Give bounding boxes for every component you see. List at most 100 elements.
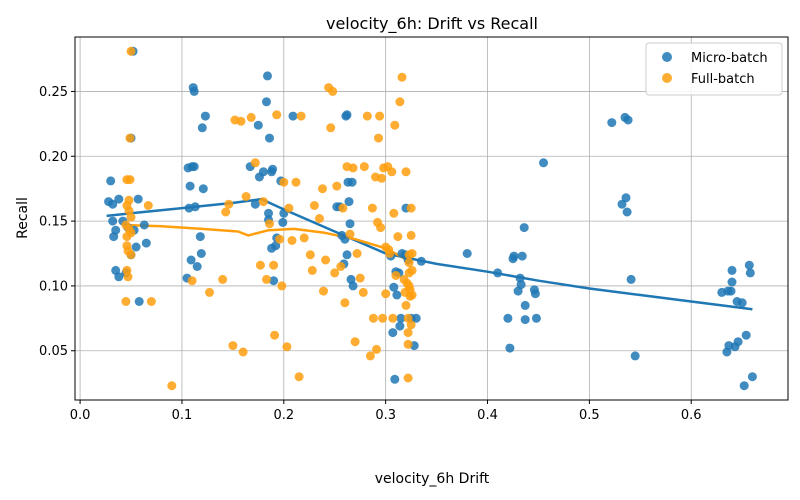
point-full-batch (377, 173, 387, 183)
point-full-batch (367, 203, 377, 213)
point-micro-batch (347, 177, 357, 187)
point-micro-batch (617, 199, 627, 209)
point-full-batch (338, 203, 348, 213)
point-full-batch (228, 341, 238, 351)
point-full-batch (307, 265, 317, 275)
point-full-batch (362, 111, 372, 121)
point-full-batch (143, 201, 153, 210)
point-full-batch (407, 265, 417, 275)
point-micro-batch (278, 217, 288, 227)
point-full-batch (305, 250, 315, 260)
point-micro-batch (519, 223, 529, 233)
point-micro-batch (392, 290, 402, 300)
point-micro-batch (503, 313, 513, 323)
point-micro-batch (509, 251, 519, 261)
y-tick-label: 0.15 (39, 215, 68, 230)
point-full-batch (296, 111, 306, 121)
point-full-batch (407, 249, 417, 258)
point-full-batch (403, 373, 413, 383)
x-tick-label: 0.6 (681, 408, 702, 423)
point-full-batch (270, 330, 280, 340)
point-full-batch (321, 255, 331, 265)
point-full-batch (146, 297, 156, 306)
point-micro-batch (344, 197, 354, 207)
legend-label-micro-batch: Micro-batch (691, 51, 768, 66)
point-micro-batch (747, 372, 757, 382)
point-micro-batch (733, 337, 743, 347)
point-full-batch (345, 229, 355, 239)
point-micro-batch (416, 256, 426, 266)
point-full-batch (336, 262, 346, 271)
point-micro-batch (744, 260, 754, 270)
point-full-batch (358, 287, 368, 297)
point-full-batch (406, 203, 416, 213)
point-full-batch (368, 313, 378, 323)
point-micro-batch (269, 276, 279, 286)
point-full-batch (126, 46, 136, 56)
point-full-batch (350, 337, 360, 347)
x-tick-label: 0.0 (70, 408, 91, 423)
point-micro-batch (520, 300, 530, 310)
point-micro-batch (111, 225, 121, 235)
point-micro-batch (114, 194, 124, 204)
point-full-batch (378, 313, 388, 323)
point-micro-batch (396, 313, 406, 323)
point-full-batch (389, 208, 399, 218)
point-full-batch (407, 290, 417, 300)
point-full-batch (332, 181, 342, 191)
point-micro-batch (253, 120, 263, 130)
x-tick-label: 0.1 (172, 408, 193, 423)
point-full-batch (258, 197, 268, 207)
point-micro-batch (727, 277, 737, 287)
point-micro-batch (607, 118, 617, 128)
point-micro-batch (134, 297, 144, 306)
point-micro-batch (197, 123, 207, 133)
point-micro-batch (189, 162, 199, 172)
point-full-batch (406, 230, 416, 240)
point-micro-batch (389, 282, 399, 292)
point-full-batch (359, 162, 369, 172)
point-micro-batch (395, 321, 405, 331)
point-micro-batch (198, 184, 208, 194)
point-full-batch (330, 268, 340, 278)
point-micro-batch (520, 315, 530, 325)
y-tick-label: 0.05 (39, 344, 68, 359)
point-full-batch (236, 116, 246, 126)
point-micro-batch (192, 262, 202, 271)
point-full-batch (279, 177, 289, 187)
point-full-batch (250, 158, 260, 168)
point-full-batch (299, 233, 309, 243)
point-micro-batch (517, 251, 527, 261)
x-axis-ticks: 0.0 0.1 0.2 0.3 0.4 0.5 0.6 (70, 400, 702, 423)
point-full-batch (375, 111, 385, 121)
point-micro-batch (263, 71, 272, 81)
y-axis-label: Recall (15, 197, 31, 239)
point-full-batch (391, 271, 401, 280)
point-micro-batch (200, 111, 210, 121)
point-full-batch (381, 289, 391, 299)
point-micro-batch (493, 268, 503, 278)
point-micro-batch (342, 110, 352, 120)
x-tick-label: 0.5 (579, 408, 600, 423)
trend-line-3 (123, 223, 413, 264)
point-micro-batch (348, 281, 358, 291)
point-full-batch (315, 214, 324, 223)
point-micro-batch (621, 193, 631, 203)
point-full-batch (284, 203, 294, 213)
point-full-batch (372, 344, 381, 354)
point-full-batch (348, 163, 358, 173)
point-full-batch (401, 167, 411, 177)
point-micro-batch (739, 381, 749, 391)
point-full-batch (390, 120, 400, 130)
point-micro-batch (133, 194, 143, 204)
point-micro-batch (342, 250, 352, 260)
point-full-batch (125, 133, 135, 143)
point-micro-batch (727, 265, 737, 275)
point-micro-batch (108, 199, 118, 209)
point-full-batch (121, 297, 131, 306)
point-full-batch (374, 133, 383, 143)
point-micro-batch (195, 232, 205, 242)
y-tick-label: 0.25 (39, 85, 68, 100)
point-micro-batch (139, 220, 149, 230)
point-micro-batch (531, 313, 541, 323)
